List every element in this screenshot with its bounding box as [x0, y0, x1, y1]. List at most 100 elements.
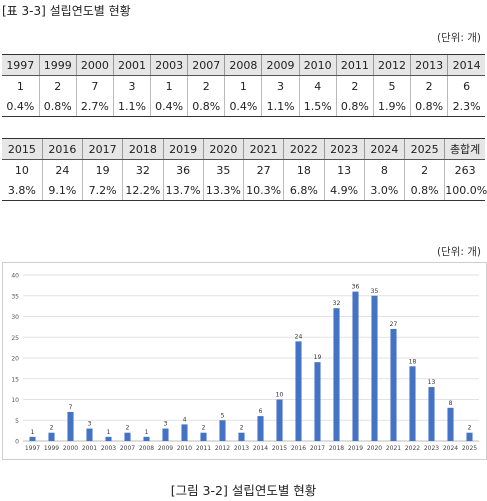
- table-percent-cell: 0.8%: [403, 180, 445, 201]
- table-percent-cell: 7.2%: [81, 180, 123, 201]
- table-count-cell: 1: [224, 75, 262, 96]
- data-label: 7: [69, 404, 73, 411]
- y-tick-label: 15: [11, 376, 19, 383]
- x-tick-label: 2018: [329, 445, 344, 452]
- data-label: 4: [183, 416, 187, 423]
- table-percent-cell: 6.8%: [283, 180, 324, 201]
- bar: [371, 295, 378, 441]
- table-header-row: 2015 2016 2017 2018 2019 2020 2021 2022 2023 2024…: [2, 138, 485, 160]
- data-label: 1: [107, 429, 111, 436]
- x-tick-label: 2007: [120, 445, 135, 452]
- y-tick-label: 20: [11, 356, 19, 363]
- data-label: 3: [88, 421, 92, 428]
- data-label: 2: [50, 425, 54, 432]
- table-percent-cell: 0.4%: [2, 96, 40, 117]
- table-percent-cell: 13.7%: [162, 180, 204, 201]
- table-header-cell: 2023: [323, 138, 365, 160]
- data-label: 1: [31, 429, 35, 436]
- data-label: 2: [126, 425, 130, 432]
- x-tick-label: 2003: [101, 445, 116, 452]
- x-tick-label: 2011: [196, 445, 211, 452]
- bar: [29, 436, 36, 441]
- bar: [162, 428, 169, 441]
- data-label: 32: [333, 300, 341, 307]
- table-header-cell: 1997: [2, 54, 40, 76]
- table-percent-cell: 0.8%: [187, 96, 225, 117]
- bar: [181, 424, 188, 441]
- bar-chart-svg: 0510152025303540119972199972000320011200…: [11, 273, 479, 452]
- chart-unit-label: (단위: 개): [436, 246, 481, 258]
- table-percent-cell: 1.5%: [298, 96, 337, 117]
- x-tick-label: 2016: [291, 445, 306, 452]
- x-tick-label: 2017: [310, 445, 325, 452]
- table-percent-cell: 10.3%: [242, 180, 284, 201]
- table-percent-cell: 1.9%: [372, 96, 411, 117]
- table-percent-row: 0.4% 0.8% 2.7% 1.1% 0.4% 0.8% 0.4% 1.1% 1.5% 0.8%…: [2, 96, 485, 117]
- table-count-cell: 36: [162, 159, 204, 180]
- bar: [314, 362, 321, 441]
- table-percent-cell: 0.8%: [38, 96, 77, 117]
- table-percent-cell: 1.1%: [261, 96, 300, 117]
- table-count-cell: 13: [323, 159, 365, 180]
- data-label: 2: [468, 425, 472, 432]
- bar: [466, 432, 473, 441]
- table-header-cell: 2017: [81, 138, 123, 160]
- x-tick-label: 2009: [158, 445, 173, 452]
- table-percent-cell: 3.0%: [363, 180, 405, 201]
- y-tick-label: 10: [11, 397, 19, 404]
- data-label: 6: [259, 408, 263, 415]
- table-percent-cell: 0.4%: [150, 96, 188, 117]
- table-header-cell: 2015: [2, 138, 43, 160]
- bar: [67, 411, 74, 441]
- data-label: 18: [409, 358, 417, 365]
- table-count-cell: 24: [41, 159, 83, 180]
- y-tick-label: 35: [11, 293, 19, 300]
- table-count-cell: 3: [112, 75, 151, 96]
- data-label: 13: [428, 379, 436, 386]
- table-count-cell: 1: [150, 75, 188, 96]
- data-label: 10: [276, 392, 284, 399]
- table-count-cell: 27: [242, 159, 284, 180]
- table-header-cell: 2007: [187, 54, 225, 76]
- table-percent-cell: 0.8%: [410, 96, 448, 117]
- table-count-cell: 2: [187, 75, 225, 96]
- x-tick-label: 2023: [424, 445, 439, 452]
- data-label: 3: [164, 421, 168, 428]
- table-percent-cell: 3.8%: [2, 180, 43, 201]
- x-tick-label: 2015: [272, 445, 287, 452]
- table-header-cell: 2001: [112, 54, 151, 76]
- table-count-cell: 4: [298, 75, 337, 96]
- table-caption: [표 3-3] 설립연도별 현황: [2, 4, 131, 18]
- table-count-cell: 2: [38, 75, 77, 96]
- x-tick-label: 2020: [367, 445, 382, 452]
- table-count-cell: 19: [81, 159, 123, 180]
- bar: [390, 328, 397, 441]
- table-count-cell: 6: [447, 75, 485, 96]
- bar: [409, 366, 416, 441]
- y-tick-label: 30: [11, 314, 19, 321]
- x-tick-label: 2013: [234, 445, 249, 452]
- y-tick-label: 5: [15, 418, 19, 425]
- table-count-cell: 18: [283, 159, 324, 180]
- table-count-cell: 5: [372, 75, 411, 96]
- table-percent-cell: 100.0%: [444, 180, 487, 201]
- table-count-cell: 2: [403, 159, 445, 180]
- stats-table-2: 2015 2016 2017 2018 2019 2020 2021 2022 2023 2024…: [2, 138, 487, 201]
- bar: [238, 432, 245, 441]
- x-tick-label: 2024: [443, 445, 458, 452]
- table-header-cell: 2014: [447, 54, 485, 76]
- table-header-cell: 2000: [75, 54, 114, 76]
- data-label: 36: [352, 284, 360, 291]
- bar: [86, 428, 93, 441]
- y-tick-label: 25: [11, 335, 19, 342]
- x-tick-label: 1997: [25, 445, 40, 452]
- table-header-row: 1997 1999 2000 2001 2003 2007 2008 2009 2010 2011…: [2, 54, 485, 76]
- x-tick-label: 2022: [405, 445, 420, 452]
- x-tick-label: 2021: [386, 445, 401, 452]
- data-label: 1: [145, 429, 149, 436]
- table-percent-cell: 2.3%: [447, 96, 485, 117]
- bar: [219, 420, 226, 441]
- table-percent-cell: 12.2%: [122, 180, 163, 201]
- table-count-cell: 7: [75, 75, 114, 96]
- y-tick-label: 0: [15, 439, 19, 446]
